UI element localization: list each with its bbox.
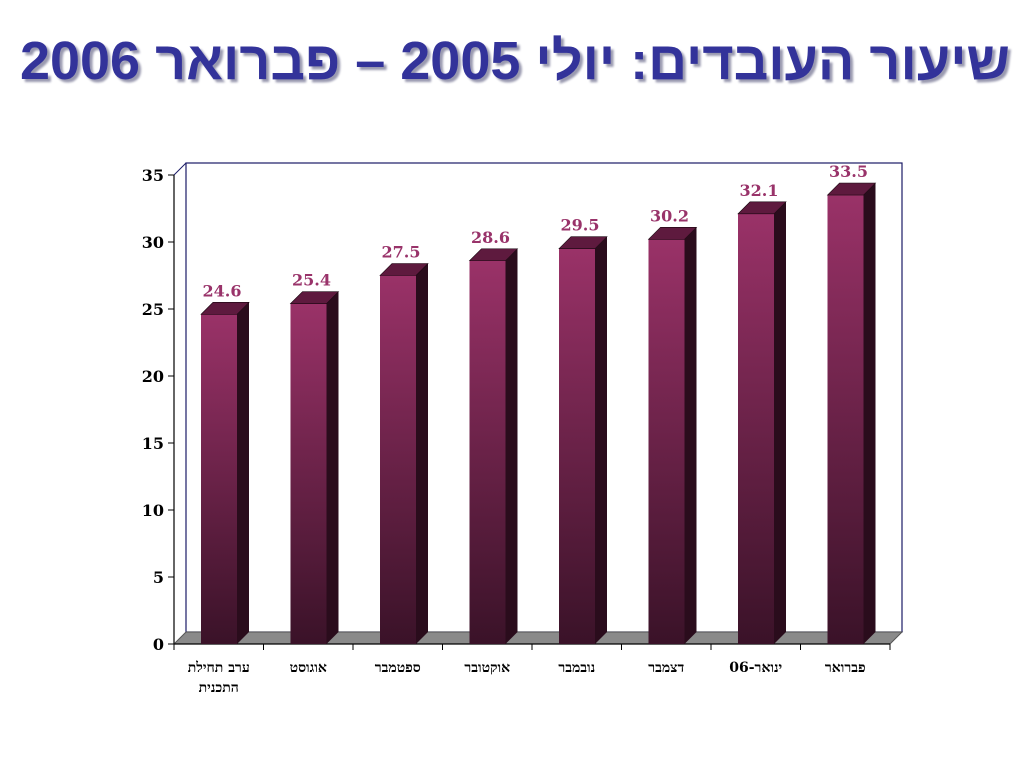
x-category-label-line: ספטמבר [375, 660, 421, 676]
bar: 30.2 [647, 206, 698, 644]
y-tick-label: 10 [142, 501, 164, 520]
x-category-label: פברואר [825, 660, 866, 676]
y-tick-label: 15 [142, 434, 164, 453]
bar-face [738, 213, 774, 645]
x-category-label-line: התכנית [199, 680, 239, 696]
bar-cap [737, 201, 787, 215]
data-label: 32.1 [740, 181, 779, 200]
x-category-label-line: ערב תחילת [188, 660, 250, 676]
x-category-label: ערב תחילת התכנית [188, 660, 250, 696]
bar-face [827, 195, 864, 644]
x-category-label: נובמבר [558, 660, 595, 676]
bar-side [774, 201, 786, 645]
bar-face [559, 248, 595, 644]
bar-cap [468, 248, 519, 262]
bar: 27.5 [379, 243, 429, 644]
plot-left-top-edge [173, 162, 187, 176]
bar-side [416, 263, 428, 644]
y-tick-label: 25 [142, 300, 164, 319]
bar-cap [200, 302, 250, 315]
x-category-label: דצמבר [648, 660, 684, 676]
data-label: 27.5 [382, 243, 421, 262]
bar-cap [289, 291, 340, 304]
x-category-label-line: אוגוסט [290, 660, 327, 676]
y-tick-label: 0 [153, 635, 164, 654]
x-category-label-line: פברואר [825, 660, 866, 676]
x-axis: ערב תחילת התכנית אוגוסט ספטמבר אוקטובר נובמבר… [173, 644, 891, 696]
data-label: 29.5 [561, 216, 600, 235]
bar-side [863, 183, 876, 644]
bar-cap [647, 227, 698, 240]
bar-cap [558, 236, 608, 249]
x-category-label-line: ינואר-06 [729, 660, 782, 676]
y-axis: 0 5 10 15 20 25 30 35 [142, 166, 174, 654]
bar-cap [826, 182, 877, 196]
y-tick-label: 5 [153, 568, 164, 587]
bar-face [290, 303, 327, 644]
x-category-label: אוקטובר [464, 660, 510, 676]
bar-face [380, 275, 416, 644]
x-category-label-line: אוקטובר [464, 660, 510, 676]
bar-face [648, 239, 685, 644]
bar: 33.5 [826, 162, 877, 644]
x-category-label-line: נובמבר [558, 660, 595, 676]
x-category-label: ינואר-06 [729, 660, 782, 676]
bar-side [595, 236, 607, 644]
data-label: 24.6 [203, 281, 242, 300]
bar: 24.6 [200, 281, 250, 644]
plot-frame [172, 162, 904, 645]
data-label: 30.2 [650, 206, 689, 225]
slide-title: שיעור העובדים: יולי 2005 – פברואר 2006 [19, 31, 1010, 91]
y-tick-label: 20 [142, 367, 164, 386]
bar-side [505, 248, 518, 644]
bar-cap [379, 263, 429, 276]
bar-face [469, 260, 506, 644]
bar-face [201, 314, 237, 644]
bar-side [237, 302, 249, 644]
y-tick-label: 30 [142, 233, 164, 252]
x-category-label-line: דצמבר [648, 660, 684, 676]
x-category-label: ספטמבר [375, 660, 421, 676]
data-label: 25.4 [292, 271, 331, 290]
bar: 29.5 [558, 216, 608, 644]
x-category-label: אוגוסט [290, 660, 327, 676]
data-label: 33.5 [829, 162, 868, 181]
bar: 25.4 [289, 271, 340, 644]
bars: 24.6 25.4 27.5 28.6 29.5 30.2 32.1 33.5 [200, 162, 877, 645]
bar-side [326, 291, 339, 644]
bar: 32.1 [737, 181, 787, 645]
y-tick-label: 35 [142, 166, 164, 185]
plot-floor [172, 631, 904, 645]
bar: 28.6 [468, 228, 519, 644]
bar-side [684, 227, 697, 644]
data-label: 28.6 [471, 228, 510, 247]
